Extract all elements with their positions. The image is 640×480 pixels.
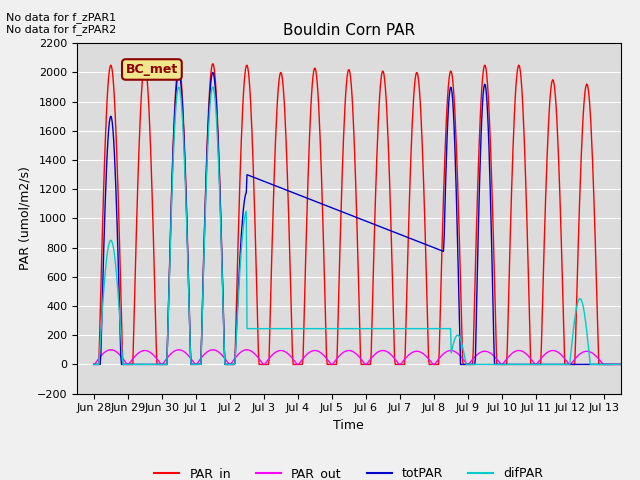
difPAR (175, 84, 183, 90)
PAR_out (316, 349, 323, 355)
totPAR (481, 82, 489, 88)
totPAR (92, 361, 100, 367)
Line: totPAR: totPAR (94, 72, 621, 364)
PAR_out (335, 353, 343, 359)
PAR_in (316, 117, 323, 123)
difPAR (335, 326, 343, 332)
PAR_in (617, 361, 625, 367)
totPAR (316, 200, 323, 206)
PAR_in (164, 335, 172, 341)
difPAR (92, 361, 100, 367)
difPAR (617, 361, 625, 367)
PAR_in (468, 361, 476, 367)
PAR_out (468, 357, 476, 362)
PAR_out (617, 361, 625, 367)
X-axis label: Time: Time (333, 419, 364, 432)
PAR_out (107, 347, 115, 353)
PAR_in (90, 361, 98, 367)
PAR_out (164, 354, 172, 360)
Line: PAR_in: PAR_in (94, 64, 621, 364)
PAR_in (92, 361, 100, 367)
Legend: PAR_in, PAR_out, totPAR, difPAR: PAR_in, PAR_out, totPAR, difPAR (150, 462, 548, 480)
difPAR (481, 361, 489, 367)
difPAR (164, 337, 172, 343)
PAR_out (90, 361, 98, 367)
Text: No data for f_zPAR1: No data for f_zPAR1 (6, 12, 116, 23)
Title: Bouldin Corn PAR: Bouldin Corn PAR (283, 23, 415, 38)
totPAR (90, 361, 98, 367)
totPAR (335, 208, 343, 214)
Text: No data for f_zPAR2: No data for f_zPAR2 (6, 24, 116, 35)
PAR_out (92, 360, 100, 365)
PAR_in (481, 63, 489, 69)
difPAR (90, 361, 98, 367)
Line: PAR_out: PAR_out (94, 350, 621, 364)
totPAR (175, 70, 183, 75)
PAR_in (209, 61, 217, 67)
PAR_out (481, 348, 489, 354)
totPAR (617, 361, 625, 367)
Y-axis label: PAR (umol/m2/s): PAR (umol/m2/s) (18, 167, 31, 270)
totPAR (164, 336, 172, 342)
totPAR (468, 361, 476, 367)
difPAR (316, 326, 323, 332)
Line: difPAR: difPAR (94, 87, 621, 364)
Text: BC_met: BC_met (125, 63, 178, 76)
PAR_in (335, 273, 343, 278)
difPAR (468, 361, 476, 367)
